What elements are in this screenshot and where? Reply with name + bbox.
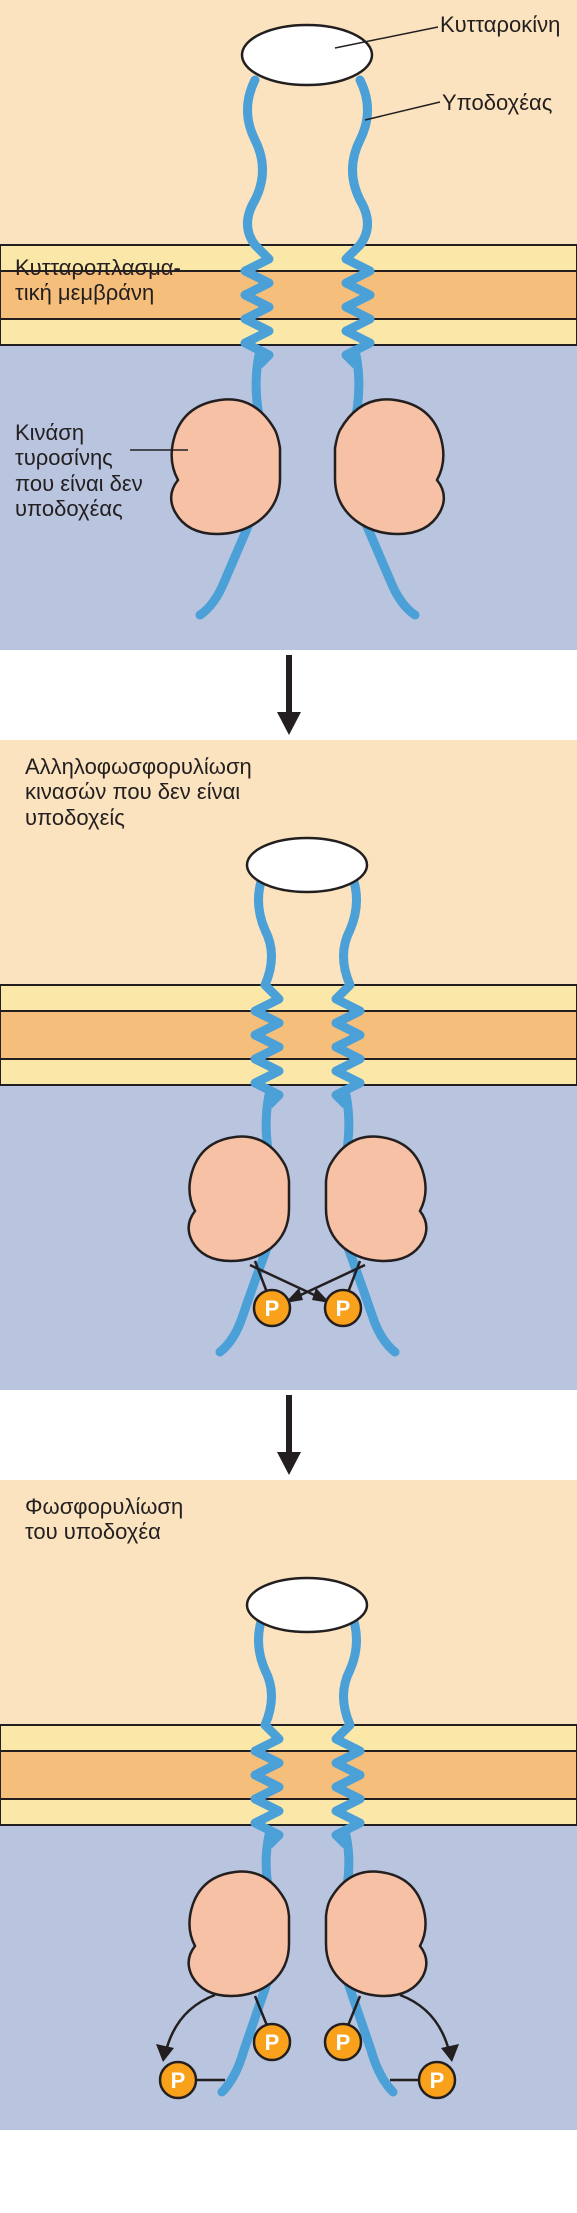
panel-2-svg: P P [0, 740, 577, 1390]
panel-3: P P P P Φωσφορυλίωση του υποδοχέα [0, 1480, 577, 2130]
panel-2: P P Αλληλοφωσφορυλίωση κινασών που δεν ε… [0, 740, 577, 1390]
arrow-down-icon [269, 1390, 309, 1480]
plasma-membrane-3 [0, 1725, 577, 1825]
plasma-membrane-2 [0, 985, 577, 1085]
svg-text:P: P [336, 2030, 351, 2055]
panel-1: Κυτταροκίνη Υποδοχέας Κυτταροπλασμα- τικ… [0, 0, 577, 650]
kinase-right [335, 399, 444, 534]
panel-3-title: Φωσφορυλίωση του υποδοχέα [25, 1494, 183, 1545]
kinase-right-2 [326, 1137, 426, 1261]
arrow-1-to-2 [0, 650, 577, 740]
panel-2-title: Αλληλοφωσφορυλίωση κινασών που δεν είναι… [25, 754, 252, 830]
svg-text:P: P [171, 2068, 186, 2093]
cytokine-3 [247, 1578, 367, 1632]
label-kinase: Κινάση τυροσίνης που είναι δεν υποδοχέας [15, 420, 143, 521]
kinase-left-3 [189, 1872, 289, 1996]
arrow-down-icon [269, 650, 309, 740]
phosphate-letter: P [336, 1296, 351, 1321]
arrow-2-to-3 [0, 1390, 577, 1480]
svg-text:P: P [430, 2068, 445, 2093]
label-cytokine: Κυτταροκίνη [440, 12, 560, 37]
intracellular-bg-3 [0, 1825, 577, 2130]
intracellular-bg-2 [0, 1085, 577, 1390]
kinase-left [171, 399, 280, 534]
cytokine-receptor-figure: Κυτταροκίνη Υποδοχέας Κυτταροπλασμα- τικ… [0, 0, 577, 2130]
kinase-right-3 [326, 1872, 426, 1996]
phosphate-letter: P [265, 1296, 280, 1321]
label-membrane: Κυτταροπλασμα- τική μεμβράνη [15, 255, 181, 306]
cytokine-2 [247, 838, 367, 892]
kinase-left-2 [189, 1137, 289, 1261]
cytokine [242, 25, 372, 85]
panel-3-svg: P P P P [0, 1480, 577, 2130]
label-receptor: Υποδοχέας [442, 90, 552, 115]
svg-text:P: P [265, 2030, 280, 2055]
